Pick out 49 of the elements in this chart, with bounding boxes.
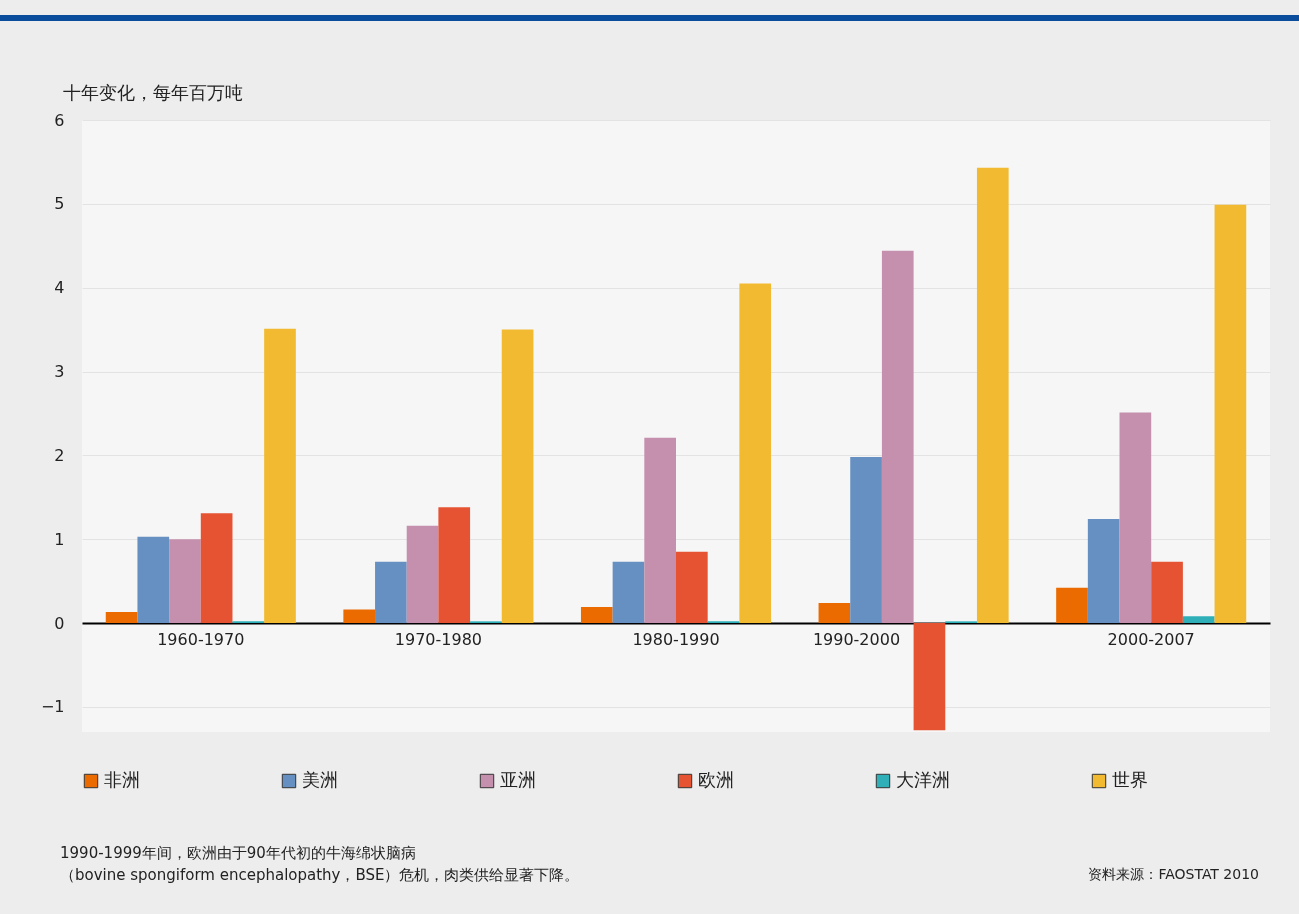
- legend-label: 亚洲: [500, 769, 536, 790]
- bar: [1151, 561, 1183, 624]
- y-tick-label: 4: [54, 278, 65, 298]
- bar: [1214, 204, 1247, 624]
- bar: [976, 167, 1009, 624]
- bar: [580, 607, 613, 624]
- bar: [1087, 519, 1120, 624]
- x-tick-label: 1960-1970: [157, 629, 245, 649]
- x-tick-label: 1980-1990: [632, 629, 720, 649]
- bar: [501, 329, 534, 624]
- bar: [343, 609, 376, 624]
- bar: [438, 507, 471, 624]
- y-tick-label: 1: [54, 529, 65, 549]
- bar: [137, 536, 170, 624]
- y-tick-label: 2: [54, 445, 65, 465]
- bar: [612, 561, 645, 624]
- x-tick-label: 2000-2007: [1107, 629, 1195, 649]
- legend-label: 欧洲: [698, 769, 734, 790]
- y-tick-label: 5: [54, 194, 65, 214]
- bar: [264, 328, 296, 624]
- x-tick-label: 1990-2000: [812, 629, 901, 649]
- y-tick-label: 3: [54, 362, 65, 382]
- bar: [818, 602, 851, 624]
- bar: [375, 561, 407, 624]
- y-tick-label: 0: [54, 613, 65, 633]
- bar: [200, 513, 233, 624]
- text: 1990-1999年间，欧洲由于90年代初的牛海绵状脑病: [60, 843, 417, 864]
- y-axis-title: 十年变化，每年百万吨: [62, 81, 243, 103]
- bar: [105, 612, 138, 624]
- text: 资料来源：FAOSTAT 2010: [1088, 866, 1259, 884]
- legend-label: 非洲: [104, 769, 140, 790]
- bar: [1119, 412, 1152, 624]
- bar: [644, 437, 676, 624]
- bar: [850, 457, 882, 624]
- bar: [881, 250, 914, 624]
- bar: [1056, 587, 1088, 624]
- bar: [169, 539, 201, 624]
- bar: [739, 283, 772, 624]
- legend-label: 美洲: [302, 769, 338, 790]
- bar: [676, 551, 708, 624]
- bar: [406, 525, 439, 624]
- x-tick-label: 1970-1980: [394, 629, 483, 649]
- bar: [913, 623, 946, 731]
- y-tick-label: −1: [40, 697, 65, 717]
- legend-label: 大洋洲: [896, 769, 950, 790]
- bar: [1182, 616, 1215, 624]
- text: （bovine spongiform encephalopathy，BSE）危机，肉类供给显著下降。: [60, 865, 580, 886]
- legend-label: 世界: [1112, 769, 1148, 790]
- y-tick-label: 6: [54, 110, 65, 130]
